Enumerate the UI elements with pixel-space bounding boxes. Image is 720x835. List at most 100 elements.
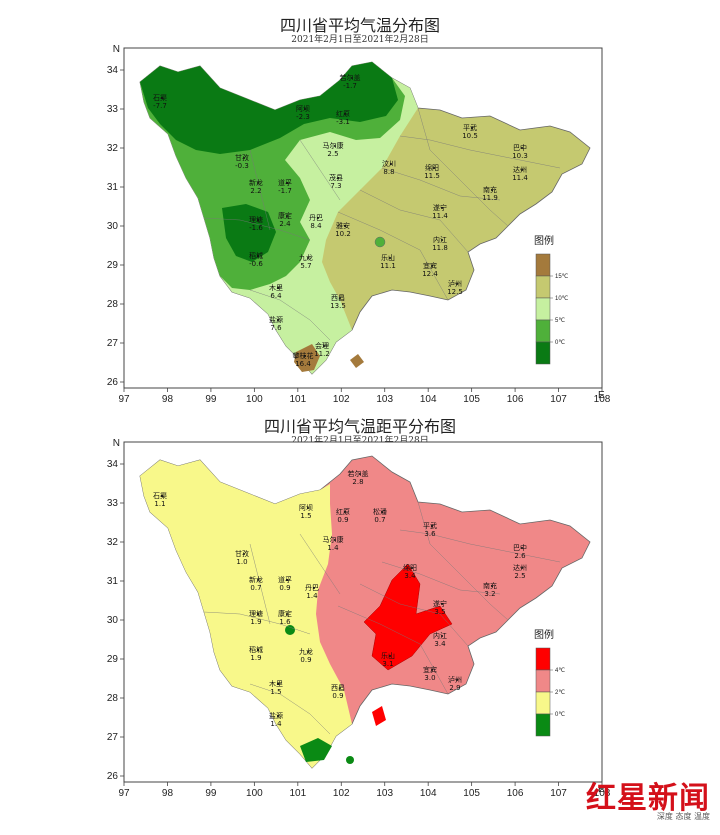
- station-name: 新龙: [249, 575, 263, 584]
- x-tick-label: 98: [162, 394, 174, 405]
- station-value: 7.3: [330, 182, 341, 190]
- station-value: 3.1: [382, 660, 393, 668]
- x-tick-label: 105: [463, 788, 480, 799]
- station-value: -2.3: [296, 113, 310, 121]
- legend-swatch: [535, 669, 551, 693]
- x-tick-label: 102: [333, 788, 350, 799]
- station-name: 遂宁: [433, 203, 447, 212]
- station-value: -1.6: [249, 224, 263, 232]
- x-tick-label: 108: [594, 394, 611, 405]
- map-subtitle: 2021年2月1日至2021年2月28日: [291, 35, 429, 45]
- station-label: 内江3.4: [433, 631, 447, 648]
- north-label: N: [113, 438, 120, 449]
- station-label: 道孚-1.7: [278, 178, 292, 195]
- station-value: 1.9: [250, 654, 261, 662]
- station-name: 康定: [278, 211, 292, 220]
- station-name: 乐山: [381, 253, 395, 262]
- station-name: 汶川: [382, 159, 396, 168]
- region-below-0c-spot: [346, 756, 354, 764]
- station-label: 九龙5.7: [299, 253, 313, 270]
- station-value: 2.9: [449, 684, 460, 692]
- y-tick-label: 30: [107, 615, 119, 626]
- station-value: 8.4: [310, 222, 322, 230]
- x-tick-label: 106: [507, 394, 524, 405]
- x-tick-label: 99: [205, 394, 217, 405]
- station-label: 平武3.6: [423, 521, 437, 538]
- station-label: 理塘1.9: [249, 609, 263, 626]
- legend-title: 图例: [534, 628, 554, 641]
- province-area: [139, 455, 591, 769]
- station-name: 平武: [423, 521, 437, 530]
- legend-swatch: [535, 319, 551, 343]
- station-label: 道孚0.9: [278, 575, 292, 592]
- station-value: 1.6: [279, 618, 291, 626]
- station-name: 内江: [433, 631, 447, 640]
- map-title: 四川省平均气温分布图: [279, 16, 440, 35]
- station-label: 达州2.5: [513, 563, 527, 580]
- station-value: 3.5: [434, 608, 445, 616]
- legend: 图例 15℃ 10℃ 5℃ 0℃: [534, 234, 569, 365]
- station-labels: 石渠-7.7若尔盖-1.7红原-3.1阿坝-2.3甘孜-0.3马尔康2.5茂县7…: [153, 73, 528, 368]
- station-value: 1.4: [306, 592, 318, 600]
- legend-swatch: [535, 275, 551, 299]
- y-tick-label: 29: [107, 260, 119, 271]
- station-label: 盐源1.4: [269, 711, 283, 728]
- station-label: 木里1.5: [269, 679, 283, 696]
- station-value: -0.6: [249, 260, 263, 268]
- station-value: 11.9: [482, 194, 498, 202]
- station-label: 理塘-1.6: [249, 215, 263, 232]
- station-name: 道孚: [278, 575, 292, 584]
- province-area: [139, 61, 591, 375]
- legend-label: 10℃: [555, 296, 569, 302]
- station-value: 3.4: [434, 640, 446, 648]
- station-label: 石渠-7.7: [153, 93, 167, 110]
- station-label: 丹巴8.4: [309, 214, 323, 230]
- station-value: 1.4: [327, 544, 339, 552]
- station-value: 0.7: [250, 584, 261, 592]
- station-value: 11.5: [424, 172, 440, 180]
- station-label: 南充3.2: [483, 581, 497, 598]
- legend-label: 5℃: [555, 318, 565, 324]
- legend-swatch: [535, 253, 551, 277]
- station-value: 3.4: [404, 572, 416, 580]
- y-tick-label: 34: [107, 459, 119, 470]
- x-tick-label: 108: [594, 788, 611, 799]
- station-value: 12.5: [447, 288, 463, 296]
- station-value: 1.4: [270, 720, 282, 728]
- station-value: 1.5: [300, 512, 311, 520]
- map-canvas: 97 98 99 100 101 102 103 104 105 106 107 108 34 33 32 3…: [107, 44, 611, 405]
- station-value: 0.9: [300, 656, 311, 664]
- region-below-0c-spot2: [285, 625, 295, 635]
- x-tick-label: 97: [118, 394, 130, 405]
- station-value: 10.3: [512, 152, 528, 160]
- x-tick-label: 104: [420, 394, 437, 405]
- x-tick-label: 103: [376, 394, 393, 405]
- station-name: 康定: [278, 609, 292, 618]
- station-label: 绵阳3.4: [403, 563, 417, 580]
- station-name: 丹巴: [309, 214, 323, 222]
- x-tick-label: 102: [333, 394, 350, 405]
- y-tick-label: 32: [107, 143, 119, 154]
- legend-title: 图例: [534, 234, 554, 247]
- station-value: 1.1: [154, 500, 165, 508]
- station-value: 13.5: [330, 302, 346, 310]
- x-tick-label: 100: [246, 788, 263, 799]
- station-name: 稻城: [249, 645, 263, 654]
- station-value: 8.8: [383, 168, 394, 176]
- station-name: 西昌: [331, 684, 345, 692]
- x-tick-label: 107: [550, 788, 567, 799]
- map-canvas: 97 98 99 100 101 102 103 104 105 106 107 108 34 33 32 3…: [107, 438, 611, 799]
- station-name: 石渠: [153, 491, 167, 500]
- station-label: 甘孜1.0: [235, 549, 249, 566]
- region-below-0c: [300, 738, 332, 762]
- station-name: 若尔盖: [340, 73, 361, 82]
- station-value: 6.4: [270, 292, 282, 300]
- station-value: 10.2: [335, 230, 351, 238]
